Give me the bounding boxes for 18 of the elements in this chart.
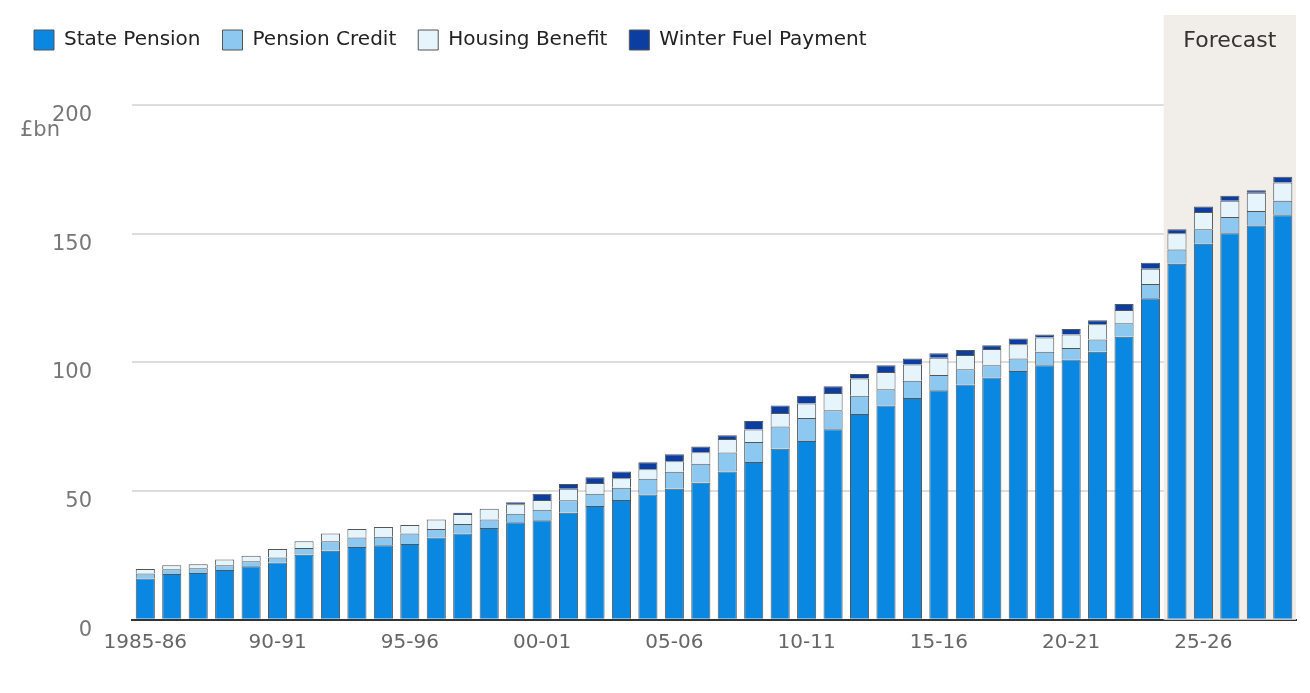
x-tick-label: 05-06 bbox=[645, 629, 704, 653]
legend-label: Winter Fuel Payment bbox=[659, 26, 867, 51]
y-tick-label: 0 bbox=[78, 616, 93, 641]
y-tick-label: 150 bbox=[51, 230, 93, 255]
legend-label: State Pension bbox=[64, 26, 201, 51]
x-tick-label: 15-16 bbox=[909, 629, 968, 653]
x-tick-label: 1985-86 bbox=[103, 629, 188, 653]
legend-label: Housing Benefit bbox=[448, 26, 608, 51]
x-tick-label: 10-11 bbox=[777, 629, 836, 653]
x-tick-label: 20-21 bbox=[1042, 629, 1101, 653]
x-tick-label: 25-26 bbox=[1174, 629, 1233, 653]
text: Forecast bbox=[1183, 26, 1277, 52]
legend-label: Pension Credit bbox=[252, 26, 397, 51]
y-tick-label: 100 bbox=[51, 359, 93, 384]
x-tick-label: 00-01 bbox=[513, 629, 572, 653]
y-tick-label: 50 bbox=[65, 488, 93, 513]
x-tick-label: 95-96 bbox=[380, 629, 439, 653]
x-tick-label: 90-91 bbox=[248, 629, 307, 653]
